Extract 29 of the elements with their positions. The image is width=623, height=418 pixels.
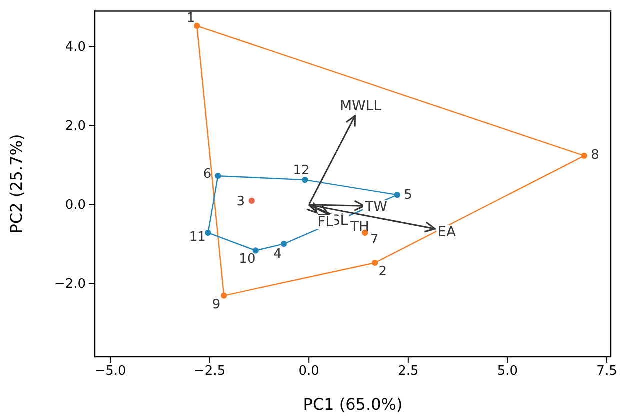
series-label: MWLL — [340, 98, 382, 114]
x-axis-title: PC1 (65.0%) — [303, 395, 403, 414]
y-tick-label: −2.0 — [54, 277, 86, 292]
annotation: 9 — [212, 298, 221, 313]
annotation: 12 — [293, 164, 310, 179]
series-label: EA — [438, 224, 456, 240]
annotation: 1 — [186, 10, 196, 26]
annotation: 6 — [203, 167, 212, 182]
annotation: 3 — [236, 194, 246, 210]
x-tick-label: 7.5 — [596, 364, 618, 380]
y-tick-label: 4.0 — [65, 40, 86, 56]
series-label: TW — [364, 199, 388, 216]
x-tick-label: 2.5 — [398, 364, 419, 380]
series-label: TH — [349, 220, 370, 236]
annotation: 4 — [274, 247, 282, 262]
annotation: 7 — [370, 232, 379, 248]
annotation: 10 — [239, 252, 256, 267]
annotation: 2 — [378, 264, 388, 280]
annotation: 11 — [189, 230, 206, 246]
x-tick-label: −5.0 — [94, 364, 126, 380]
y-tick-label: 2.0 — [65, 119, 86, 134]
y-tick-label: 0.0 — [65, 198, 86, 214]
x-tick-label: −2.5 — [194, 364, 226, 380]
annotation: 5 — [404, 188, 412, 204]
series-label: FL — [318, 214, 334, 230]
y-axis-title: PC2 (25.7%) — [7, 134, 26, 234]
x-tick-label: 5.0 — [497, 364, 518, 380]
x-tick-label: 0.0 — [298, 364, 320, 380]
annotation: 8 — [591, 148, 600, 164]
